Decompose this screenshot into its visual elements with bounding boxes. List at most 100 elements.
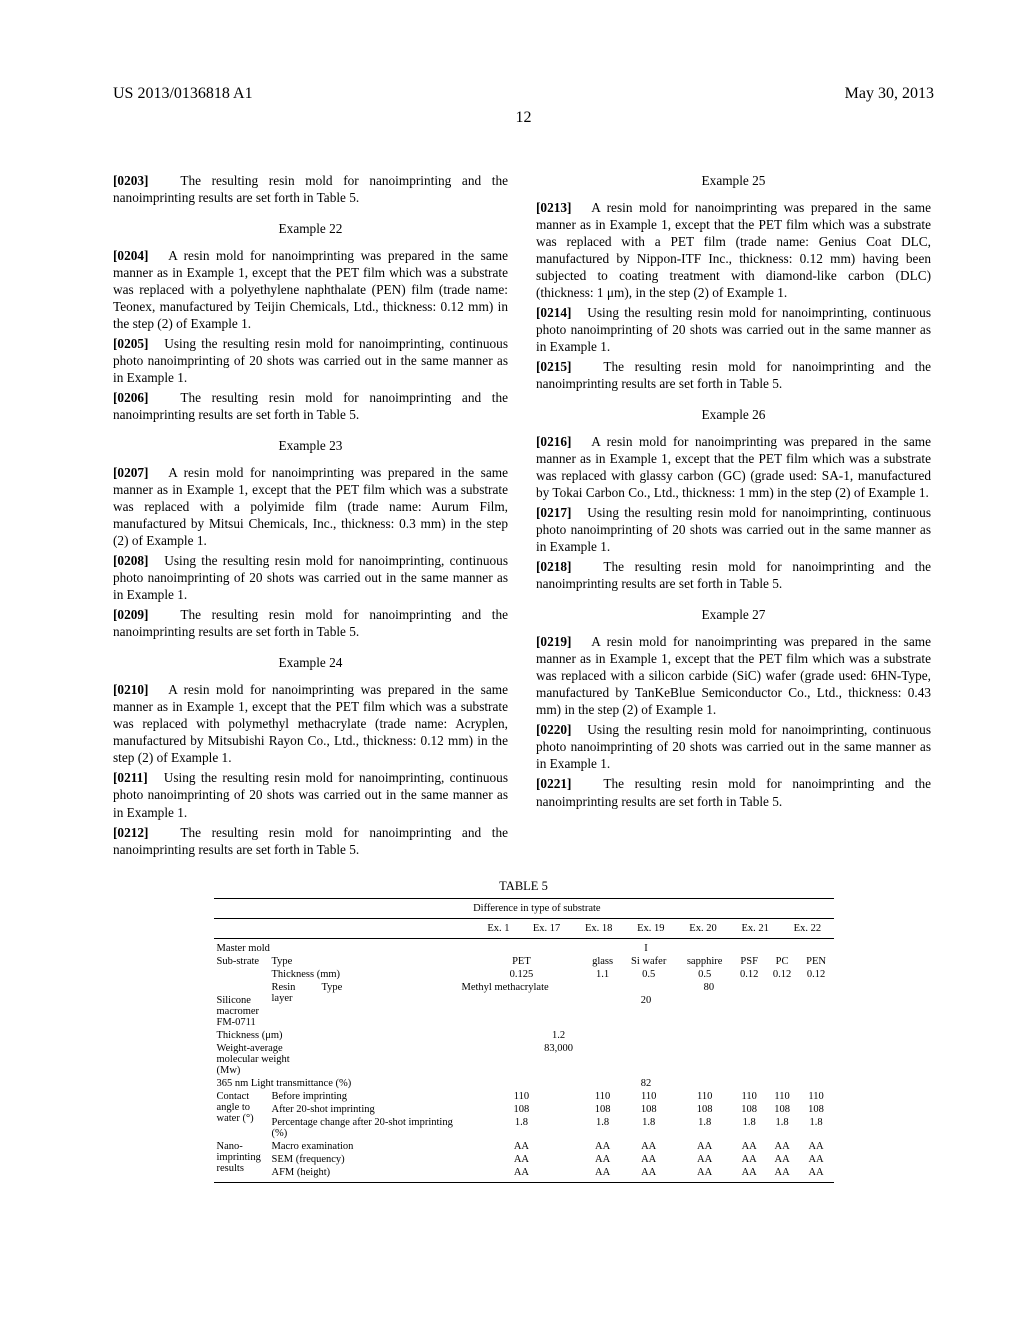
para-0204: [0204] A resin mold for nanoimprinting w…: [113, 247, 508, 332]
pct-2: 1.8: [621, 1116, 677, 1140]
sm-val: 20: [459, 994, 834, 1029]
col-ex1: Ex. 1: [477, 922, 521, 935]
before-4: 110: [733, 1090, 766, 1103]
example-27-title: Example 27: [536, 606, 931, 623]
afm-4: AA: [733, 1166, 766, 1179]
row-nano-sem: SEM (frequency) AA AA AA AA AA AA AA: [214, 1153, 834, 1166]
after-5: 108: [766, 1103, 799, 1116]
para-0208: [0208] Using the resulting resin mold fo…: [113, 552, 508, 603]
row-resin-thickness: Thickness (μm) 1.2: [214, 1029, 834, 1042]
substrate-thickness-label: Thickness (mm): [269, 968, 459, 981]
para-0214: [0214] Using the resulting resin mold fo…: [536, 304, 931, 355]
example-26-title: Example 26: [536, 406, 931, 423]
before-3: 110: [677, 1090, 733, 1103]
after-1: 108: [584, 1103, 620, 1116]
para-0208-text: Using the resulting resin mold for nanoi…: [113, 553, 508, 602]
afm-label: AFM (height): [269, 1166, 459, 1179]
afm-6: AA: [799, 1166, 834, 1179]
type-5: PC: [766, 955, 799, 968]
thick-5: 0.12: [766, 968, 799, 981]
macro-1: AA: [584, 1140, 620, 1153]
sem-0: AA: [459, 1153, 585, 1166]
row-contact-before: Contact angle to water (°) Before imprin…: [214, 1090, 834, 1103]
before-label: Before imprinting: [269, 1090, 459, 1103]
para-0216-text: A resin mold for nanoimprinting was prep…: [536, 434, 931, 500]
thick-0: 0.125: [459, 968, 585, 981]
after-2: 108: [621, 1103, 677, 1116]
para-0219: [0219] A resin mold for nanoimprinting w…: [536, 633, 931, 718]
after-4: 108: [733, 1103, 766, 1116]
sem-6: AA: [799, 1153, 834, 1166]
table-caption: Difference in type of substrate: [240, 902, 833, 915]
row-contact-after: After 20-shot imprinting 108 108 108 108…: [214, 1103, 834, 1116]
para-0218-text: The resulting resin mold for nanoimprint…: [536, 559, 931, 591]
para-0218: [0218] The resulting resin mold for nano…: [536, 558, 931, 592]
sem-4: AA: [733, 1153, 766, 1166]
mm-val: 80: [584, 981, 833, 994]
para-0203: [0203] The resulting resin mold for nano…: [113, 172, 508, 206]
substrate-type-label: Type: [269, 955, 459, 968]
para-0212: [0212] The resulting resin mold for nano…: [113, 824, 508, 858]
para-0217-text: Using the resulting resin mold for nanoi…: [536, 505, 931, 554]
para-0215: [0215] The resulting resin mold for nano…: [536, 358, 931, 392]
para-0210: [0210] A resin mold for nanoimprinting w…: [113, 681, 508, 766]
para-0221: [0221] The resulting resin mold for nano…: [536, 775, 931, 809]
pct-0: 1.8: [459, 1116, 585, 1140]
col-ex22: Ex. 22: [781, 922, 833, 935]
para-0213: [0213] A resin mold for nanoimprinting w…: [536, 199, 931, 301]
row-nano-macro: Nano-imprinting results Macro examinatio…: [214, 1140, 834, 1153]
right-column: Example 25 [0213] A resin mold for nanoi…: [536, 172, 931, 861]
para-0205-text: Using the resulting resin mold for nanoi…: [113, 336, 508, 385]
before-5: 110: [766, 1090, 799, 1103]
para-0215-text: The resulting resin mold for nanoimprint…: [536, 359, 931, 391]
macro-0: AA: [459, 1140, 585, 1153]
header-left: US 2013/0136818 A1: [113, 85, 253, 103]
example-23-title: Example 23: [113, 437, 508, 454]
para-0219-text: A resin mold for nanoimprinting was prep…: [536, 634, 931, 717]
macro-label: Macro examination: [269, 1140, 459, 1153]
row-nano-afm: AFM (height) AA AA AA AA AA AA AA: [214, 1166, 834, 1179]
before-6: 110: [799, 1090, 834, 1103]
mw-label: Weight-average molecular weight (Mw): [214, 1042, 319, 1077]
rthick-label: Thickness (μm): [214, 1029, 319, 1042]
before-1: 110: [584, 1090, 620, 1103]
col-ex20: Ex. 20: [677, 922, 729, 935]
para-0213-text: A resin mold for nanoimprinting was prep…: [536, 200, 931, 300]
rthick-val: 1.2: [319, 1029, 799, 1042]
pct-1: 1.8: [584, 1116, 620, 1140]
type-0: PET: [459, 955, 585, 968]
sem-1: AA: [584, 1153, 620, 1166]
para-0206-text: The resulting resin mold for nanoimprint…: [113, 390, 508, 422]
para-0207: [0207] A resin mold for nanoimprinting w…: [113, 464, 508, 549]
thick-3: 0.5: [677, 968, 733, 981]
row-substrate-thickness: Thickness (mm) 0.125 1.1 0.5 0.5 0.12 0.…: [214, 968, 834, 981]
pct-6: 1.8: [799, 1116, 834, 1140]
afm-1: AA: [584, 1166, 620, 1179]
afm-3: AA: [677, 1166, 733, 1179]
thick-6: 0.12: [799, 968, 834, 981]
master-mold-label: Master mold: [214, 942, 459, 955]
type-6: PEN: [799, 955, 834, 968]
macro-6: AA: [799, 1140, 834, 1153]
master-mold-val: I: [459, 942, 834, 955]
col-ex18: Ex. 18: [573, 922, 625, 935]
lt-val: 82: [459, 1077, 834, 1090]
table-header-row: Ex. 1 Ex. 17 Ex. 18 Ex. 19 Ex. 20 Ex. 21…: [214, 922, 834, 935]
page-header: US 2013/0136818 A1 May 30, 2013: [113, 85, 934, 103]
para-0209: [0209] The resulting resin mold for nano…: [113, 606, 508, 640]
before-2: 110: [621, 1090, 677, 1103]
pct-4: 1.8: [733, 1116, 766, 1140]
sem-5: AA: [766, 1153, 799, 1166]
para-0220-text: Using the resulting resin mold for nanoi…: [536, 722, 931, 771]
page: US 2013/0136818 A1 May 30, 2013 12 [0203…: [0, 0, 1024, 1320]
para-0211-text: Using the resulting resin mold for nanoi…: [113, 770, 508, 819]
type-3: sapphire: [677, 955, 733, 968]
pct-label: Percentage change after 20-shot imprinti…: [269, 1116, 459, 1140]
macro-2: AA: [621, 1140, 677, 1153]
example-25-title: Example 25: [536, 172, 931, 189]
macro-4: AA: [733, 1140, 766, 1153]
macro-5: AA: [766, 1140, 799, 1153]
mm-label: Methyl methacrylate: [459, 981, 585, 994]
row-master-mold: Master mold I: [214, 942, 834, 955]
type-4: PSF: [733, 955, 766, 968]
